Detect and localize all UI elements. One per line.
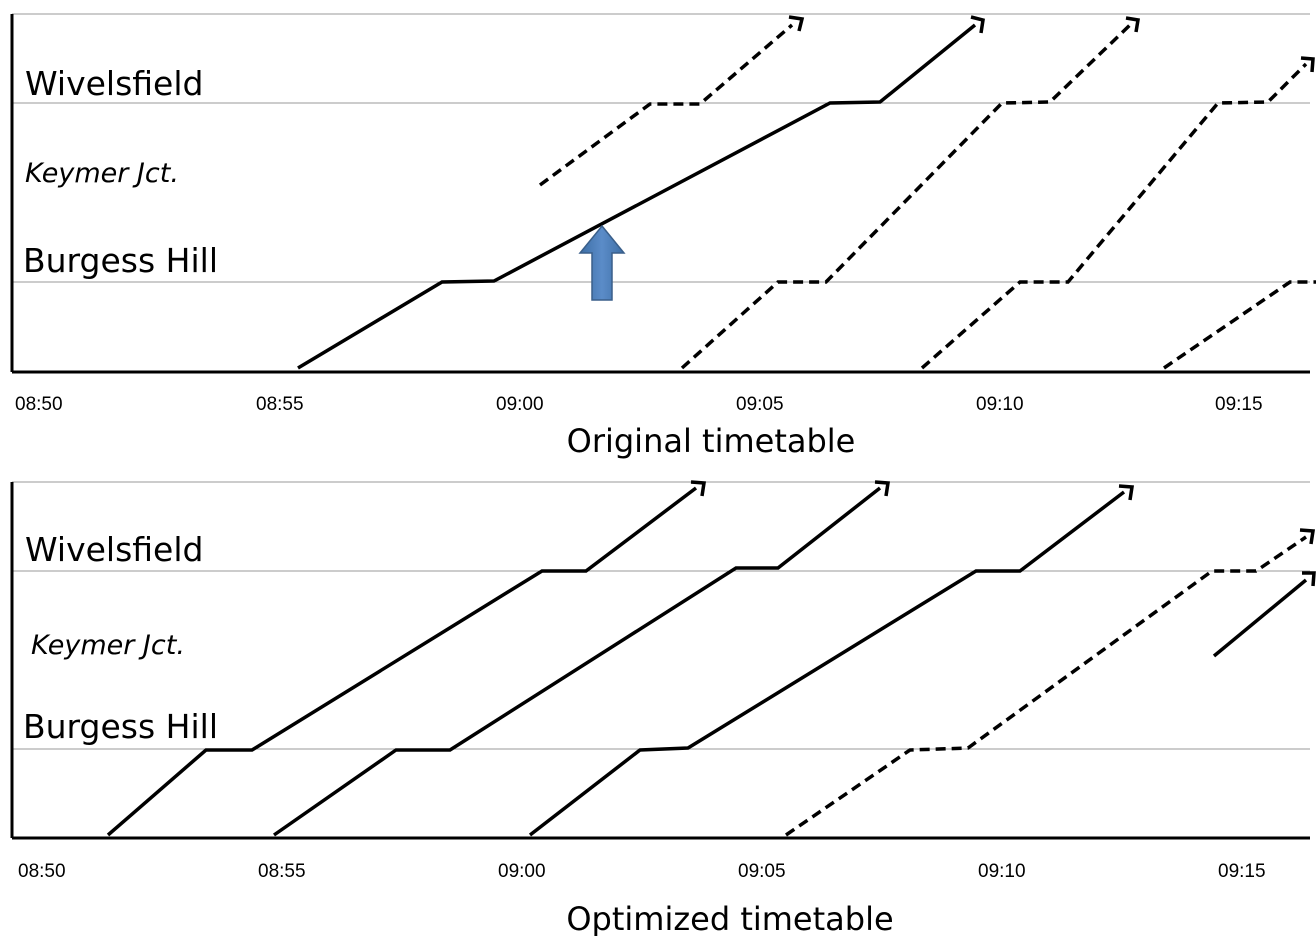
arrowhead (788, 15, 805, 32)
train-path-dashed (1163, 280, 1316, 370)
arrowhead (970, 15, 985, 34)
highlight-up-arrow (578, 224, 626, 301)
original-panel: Wivelsfield Keymer Jct. Burgess Hill 08:… (10, 13, 1316, 460)
arrowhead (1125, 16, 1141, 33)
arrowhead (874, 480, 891, 497)
train-path-solid (528, 490, 1126, 837)
tick-label: 09:05 (736, 394, 784, 415)
optimized-panel: Wivelsfield Keymer Jct. Burgess Hill 08:… (10, 480, 1316, 936)
station-label-wivelsfield: Wivelsfield (25, 64, 203, 103)
panel-caption: Optimized timetable (566, 900, 893, 936)
train-path-dashed (538, 23, 794, 187)
train-path-solid (272, 486, 882, 837)
arrowhead (690, 480, 707, 497)
arrowhead (1118, 484, 1135, 501)
tick-label: 09:10 (976, 394, 1024, 415)
train-path-solid (1212, 578, 1308, 658)
tick-label: 08:50 (18, 861, 66, 882)
station-label-keymer-jct: Keymer Jct. (25, 158, 179, 189)
tick-label: 09:15 (1218, 861, 1266, 882)
time-tick-labels: 08:50 08:55 09:00 09:05 09:10 09:15 (15, 394, 1263, 415)
station-label-wivelsfield: Wivelsfield (25, 530, 203, 569)
train-path-dashed (785, 535, 1307, 837)
tick-label: 09:10 (978, 861, 1026, 882)
tick-label: 09:05 (738, 861, 786, 882)
arrowhead (1299, 528, 1316, 545)
train-path-solid (297, 23, 977, 370)
station-label-burgess-hill: Burgess Hill (23, 707, 218, 746)
tick-label: 08:50 (15, 394, 63, 415)
train-path-solid (106, 486, 698, 837)
train-path-dashed (920, 62, 1308, 370)
time-tick-labels: 08:50 08:55 09:00 09:05 09:10 09:15 (18, 861, 1266, 882)
tick-label: 09:00 (496, 394, 544, 415)
train-path-dashed (680, 23, 1132, 370)
arrowhead (1300, 56, 1315, 73)
tick-label: 08:55 (256, 394, 304, 415)
tick-label: 09:00 (498, 861, 546, 882)
panel-caption: Original timetable (567, 422, 856, 460)
station-label-keymer-jct: Keymer Jct. (31, 630, 185, 661)
tick-label: 09:15 (1215, 394, 1263, 415)
tick-label: 08:55 (258, 861, 306, 882)
arrowhead (1302, 571, 1316, 587)
station-label-burgess-hill: Burgess Hill (23, 241, 218, 280)
